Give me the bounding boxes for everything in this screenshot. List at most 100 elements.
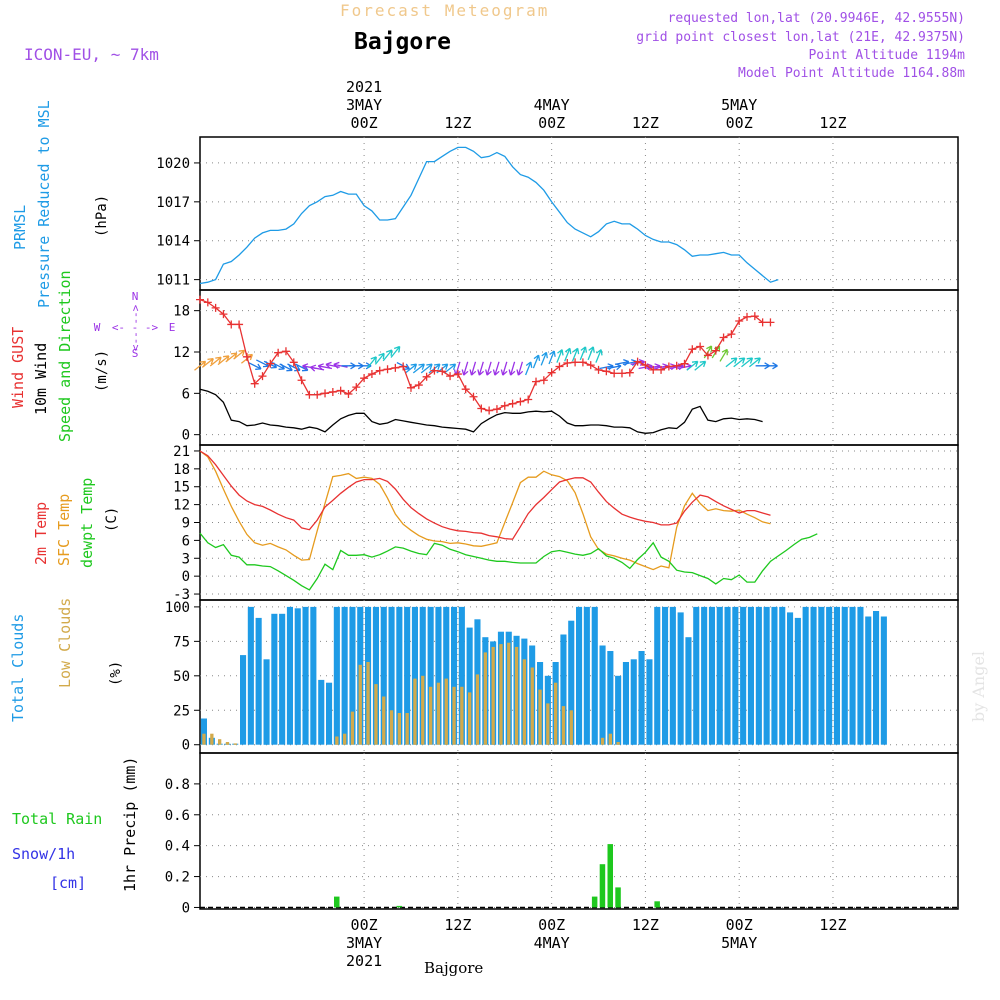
pressure-ytick-label: 1014 (156, 234, 190, 250)
gust-marker (344, 390, 353, 399)
total-clouds-bar (747, 606, 754, 745)
low-clouds-bar (460, 686, 464, 745)
gust-marker (625, 368, 634, 377)
prmsl-label: PRMSL (11, 205, 29, 250)
gust-marker (492, 405, 501, 414)
rain-bar (334, 896, 340, 908)
wind-direction-arrow (325, 361, 340, 369)
total-clouds-bar (576, 606, 583, 745)
low-clouds-bar (561, 706, 566, 745)
total-rain-label: Total Rain (12, 810, 102, 828)
wind-ytick-label: 6 (182, 386, 190, 402)
total-clouds-bar (411, 606, 418, 745)
total-clouds-bar (701, 606, 708, 745)
clouds-ytick-label: 75 (173, 634, 190, 650)
total-clouds-bar (607, 651, 614, 745)
low-clouds-bar (436, 682, 441, 745)
time-label: 12Z (444, 114, 471, 132)
model-altitude: Model Point Altitude 1164.88m (738, 66, 965, 81)
precip-ytick-label: 0.8 (165, 777, 190, 793)
total-clouds-bar (443, 606, 450, 745)
2m-temp-line (199, 450, 771, 540)
low-clouds-bar (616, 742, 620, 745)
wind-direction-arrow (209, 356, 222, 367)
precip-ytick-label: 0 (182, 900, 190, 916)
wind-direction-arrow (374, 352, 385, 365)
total-clouds-bar (669, 606, 676, 745)
rain-bar (591, 896, 598, 908)
total-clouds-bar (841, 606, 848, 745)
time-label: 00Z (351, 916, 378, 934)
gust-marker (688, 345, 697, 354)
sfc-temp-line (199, 450, 771, 571)
time-label: 12Z (632, 916, 659, 934)
total-clouds-bar (560, 634, 567, 745)
time-label: 12Z (819, 114, 846, 132)
total-clouds-bar (849, 606, 856, 745)
total-clouds-bar (685, 637, 692, 745)
low-clouds-bar (569, 710, 573, 745)
time-label: 5MAY (721, 934, 757, 952)
total-clouds-bar (404, 606, 411, 745)
wind-direction-arrow (763, 362, 778, 370)
time-label: 00Z (538, 114, 565, 132)
total-clouds-label: Total Clouds (9, 614, 27, 722)
gust-marker (617, 369, 626, 378)
gust-marker (281, 347, 290, 356)
gust-marker (196, 295, 204, 304)
wind-direction-arrow (333, 361, 348, 369)
gust-marker (727, 330, 736, 339)
gust-marker (235, 320, 244, 329)
gust-marker (680, 359, 689, 368)
temp-ytick-label: 6 (182, 533, 190, 549)
clouds-ytick-label: 25 (173, 703, 190, 719)
low-clouds-bar (452, 686, 456, 745)
footer-station: Bajgore (424, 959, 483, 977)
gust-marker (250, 379, 259, 388)
wind-ytick-label: 12 (173, 345, 190, 361)
gust-marker (360, 374, 369, 383)
clouds-ytick-label: 100 (165, 600, 190, 616)
gust-marker (602, 367, 611, 376)
gust-marker (594, 365, 603, 374)
low-clouds-bar (491, 646, 495, 745)
gust-marker (289, 358, 298, 367)
gust-marker (227, 320, 236, 329)
gust-marker (383, 365, 392, 374)
gust-marker (438, 367, 447, 376)
clouds-ytick-label: 50 (173, 669, 190, 685)
gust-marker (274, 348, 283, 357)
compass-w: W (94, 321, 101, 334)
wind-direction-arrow (248, 362, 262, 370)
total-clouds-bar (873, 611, 880, 745)
wind-direction-arrow (201, 357, 214, 368)
time-label: 2021 (346, 78, 382, 96)
low-clouds-bar (468, 692, 472, 745)
wind-direction-arrow (366, 356, 377, 369)
gust-marker (703, 351, 712, 360)
gust-marker (422, 372, 431, 381)
gust-marker (297, 376, 306, 385)
gust-marker (555, 362, 564, 371)
gust-marker (672, 361, 681, 370)
total-clouds-bar (779, 606, 786, 745)
gust-marker (766, 318, 775, 327)
low-clouds-bar (608, 733, 612, 745)
temp-ytick-label: 0 (182, 569, 190, 585)
low-clouds-bar (358, 664, 362, 745)
low-clouds-bar (530, 667, 534, 745)
time-label: 00Z (726, 114, 753, 132)
gust-marker (321, 389, 330, 398)
gust-marker (547, 368, 556, 377)
product-title: Forecast Meteogram (340, 1, 549, 20)
gust-marker (743, 312, 752, 321)
low-clouds-bar (546, 703, 550, 745)
gust-marker (406, 383, 415, 392)
wind-direction-arrow (587, 346, 595, 361)
low-clouds-bar (507, 642, 511, 745)
temp-sfc-label: SFC Temp (55, 494, 73, 566)
wind-direction-arrow (390, 345, 401, 358)
wind-direction-arrow (233, 349, 246, 360)
